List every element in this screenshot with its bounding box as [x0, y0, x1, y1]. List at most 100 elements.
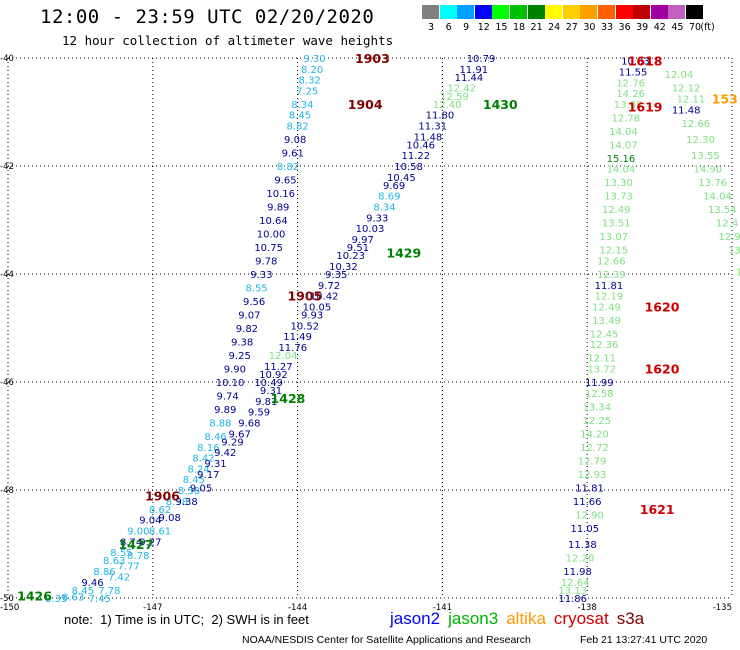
swh-value: 11.66 — [573, 497, 602, 508]
swh-value: 8.82 — [277, 162, 299, 173]
swh-value: 9.31 — [260, 386, 282, 397]
colorbar-swatch — [686, 5, 703, 19]
track-label: 1428 — [271, 391, 306, 406]
lon-tick-label: -144 — [288, 603, 307, 613]
swh-value: 12.64 — [561, 578, 590, 589]
swh-value: 10.45 — [387, 173, 416, 184]
swh-value: 9.30 — [303, 54, 325, 65]
colorbar-swatch — [527, 5, 545, 19]
swh-value: 10.75 — [254, 243, 283, 254]
footer-credit: NOAA/NESDIS Center for Satellite Applica… — [242, 634, 531, 646]
swh-value: 12.19 — [595, 292, 624, 303]
swh-value: 12.66 — [597, 257, 626, 268]
track-label: 1618 — [628, 54, 663, 69]
lat-tick-label: -50 — [0, 594, 14, 604]
swh-value: 7.78 — [98, 586, 120, 597]
swh-value: 8.45 — [289, 111, 311, 122]
swh-value: 8.42 — [192, 454, 214, 465]
swh-value: 7.77 — [118, 562, 140, 573]
swh-value: 9.78 — [255, 257, 277, 268]
swh-value: 1 — [736, 267, 740, 278]
swh-value: 11.91 — [459, 65, 488, 76]
swh-value: 14.04 — [703, 192, 732, 203]
swh-value: 8.16 — [197, 443, 219, 454]
swh-value: 10.64 — [259, 216, 288, 227]
swh-value: 10.79 — [467, 54, 496, 65]
satellite-legend: jason2 jason3 altika cryosat s3a — [390, 609, 652, 629]
swh-value: 11.99 — [585, 378, 614, 389]
swh-value: 7.45 — [89, 594, 111, 605]
swh-value: 8.34 — [291, 100, 313, 111]
colorbar-swatch — [668, 5, 686, 19]
footer-timestamp: Feb 21 13:27:41 UTC 2020 — [580, 634, 708, 646]
track-label: 1427 — [119, 537, 154, 552]
swh-value: 9.33 — [366, 213, 388, 224]
swh-value: 12.04 — [665, 70, 694, 81]
swh-value: 14.20 — [580, 429, 609, 440]
track-label: 1905 — [287, 289, 322, 304]
lon-tick-label: -141 — [433, 603, 452, 613]
swh-value: 9.69 — [383, 181, 405, 192]
swh-value: 10.16 — [266, 189, 295, 200]
swh-value: 10.46 — [406, 140, 435, 151]
swh-value: 10.42 — [310, 292, 339, 303]
swh-value: 9.27 — [139, 537, 161, 548]
swh-value: 13.49 — [592, 316, 621, 327]
swh-value: 12.45 — [590, 329, 619, 340]
lon-tick-label: -150 — [0, 603, 19, 613]
swh-value: 11.81 — [575, 483, 604, 494]
track-label: 153 — [712, 92, 738, 107]
swh-value: 13.51 — [602, 219, 631, 230]
swh-value: 12.30 — [686, 135, 715, 146]
swh-value: 9.59 — [248, 408, 270, 419]
lat-tick-label: -42 — [0, 162, 14, 172]
swh-value: 10.52 — [291, 321, 320, 332]
swh-value: 9.31 — [204, 459, 226, 470]
colorbar-label: 42 — [653, 22, 666, 33]
colorbar-label: 27 — [565, 22, 578, 33]
swh-value: 12.40 — [433, 100, 462, 111]
colorbar-swatch — [457, 5, 475, 19]
colorbar-label: 18 — [512, 22, 526, 33]
swh-value: 14.04 — [609, 127, 638, 138]
lon-tick-label: -135 — [713, 603, 732, 613]
swh-value: 8.78 — [127, 551, 149, 562]
swh-value: 11.76 — [278, 343, 307, 354]
swh-value: 14.26 — [616, 89, 645, 100]
swh-value: 12.12 — [672, 84, 701, 95]
colorbar-label: 45 — [671, 22, 684, 33]
colorbar-swatch — [510, 5, 527, 19]
swh-value: 8.55 — [245, 284, 267, 295]
swh-value: 12.04 — [269, 351, 298, 362]
swh-value: 11.49 — [283, 332, 312, 343]
colorbar-label: 24 — [548, 22, 561, 33]
legend-cryosat: cryosat — [553, 609, 609, 628]
swh-value: 10.03 — [356, 224, 385, 235]
swh-value: 12.76 — [616, 78, 645, 89]
swh-value: 9.38 — [175, 497, 197, 508]
legend-jason3: jason3 — [448, 609, 499, 628]
swh-value: 12.11 — [587, 354, 616, 365]
lon-tick-label: -147 — [143, 603, 162, 613]
swh-value: 11.31 — [418, 122, 447, 133]
swh-value: 12.59 — [440, 92, 469, 103]
swh-value: 9.72 — [318, 281, 340, 292]
swh-value: 13.76 — [698, 178, 727, 189]
swh-value: 12.4 — [716, 219, 738, 230]
swh-value: 7.25 — [296, 86, 318, 97]
swh-value: 14.07 — [609, 140, 638, 151]
swh-value: 8.63 — [62, 592, 84, 603]
swh-value: 15.16 — [607, 154, 636, 165]
page-title: 12:00 - 23:59 UTC 02/20/2020 — [40, 6, 375, 28]
swh-value: 12.66 — [681, 119, 710, 130]
colorbar-legend: 3 6 9 12 15 18 21 24 27 30 33 36 39 42 45 70 (ft) — [422, 5, 740, 35]
track-label: 1906 — [145, 488, 180, 503]
colorbar-label: 3 — [427, 22, 435, 33]
track-label: 1904 — [348, 97, 383, 112]
lat-tick-label: -44 — [0, 270, 14, 280]
swh-value: 9.93 — [301, 311, 323, 322]
colorbar-swatch — [474, 5, 492, 19]
swh-value: 11.81 — [595, 281, 624, 292]
colorbar-swatch — [422, 5, 439, 19]
swh-value: 9.89 — [267, 203, 289, 214]
